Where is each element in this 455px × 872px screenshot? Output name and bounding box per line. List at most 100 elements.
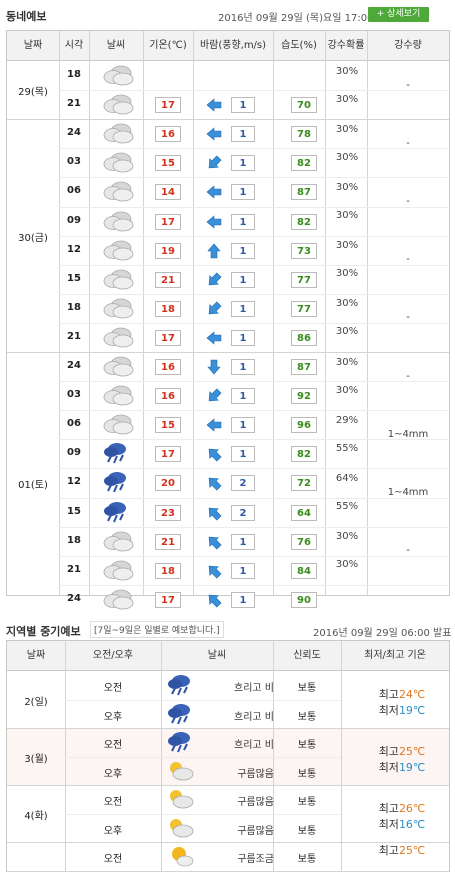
humidity-value: 73 <box>291 242 317 259</box>
high-temp-value: 26℃ <box>398 801 426 815</box>
reliability-cell: 보통 <box>297 768 317 780</box>
detail-button[interactable]: + 상세보기 <box>368 7 429 22</box>
header-3: 기온(℃) <box>143 31 193 61</box>
period-cell: 오후 <box>103 825 123 837</box>
period-cell: 오후 <box>103 768 123 780</box>
humidity-value: 70 <box>291 97 317 114</box>
temperature-value: 23 <box>155 504 181 521</box>
wind-speed-value: 1 <box>231 184 255 201</box>
precip-amount: - <box>406 312 410 324</box>
wind-speed-value: 1 <box>231 329 255 346</box>
low-temp-label: 최저 <box>378 760 399 774</box>
wind-speed-value: 1 <box>231 446 255 463</box>
mid-date-cell: 3(월) <box>24 753 48 765</box>
precip-prob: 30% <box>335 326 359 338</box>
high-temp-label: 최고 <box>378 744 399 758</box>
wind-direction-icon <box>206 446 222 462</box>
wind-direction-icon <box>206 534 222 550</box>
column-divider <box>273 641 274 871</box>
cloudy-icon <box>101 354 135 378</box>
wind-speed-value: 1 <box>231 300 255 317</box>
row-divider <box>59 439 449 441</box>
day-divider <box>7 728 449 729</box>
short-forecast-table: 날짜 시각 날씨 기온(℃) 바람(풍향,m/s) 습도(%) 강수확률 강수량 18 21 17 1… <box>6 30 450 610</box>
wind-speed-value: 1 <box>231 562 255 579</box>
temperature-value: 17 <box>155 446 181 463</box>
low-temp-label: 최저 <box>378 703 399 717</box>
issued-time: 2016년 09월 29일 (목)요일 17:00 발표 <box>218 13 396 24</box>
short-forecast-title: 동네예보 <box>6 10 47 23</box>
temperature-value: 18 <box>155 562 181 579</box>
row-divider <box>59 293 449 295</box>
wind-direction-icon <box>206 592 222 608</box>
humidity-value: 92 <box>291 388 317 405</box>
humidity-value: 78 <box>291 126 317 143</box>
mid-header-1: 오전/오후 <box>65 641 161 671</box>
humidity-value: 84 <box>291 562 317 579</box>
row-divider <box>59 410 449 412</box>
humidity-value: 82 <box>291 446 317 463</box>
time-cell: 24 <box>67 127 81 139</box>
cloudy-icon <box>101 587 135 611</box>
wind-direction-icon <box>206 243 222 259</box>
rain-icon <box>101 470 135 494</box>
reliability-cell: 보통 <box>297 825 317 837</box>
row-divider <box>59 148 449 150</box>
wind-speed-value: 1 <box>231 359 255 375</box>
cloudy-icon <box>101 296 135 320</box>
time-cell: 24 <box>67 360 81 371</box>
min-max-temp: 최고25℃ <box>357 842 447 858</box>
cloudy-icon <box>101 412 135 436</box>
cloudy-icon <box>101 150 135 174</box>
reliability-cell: 보통 <box>297 797 317 808</box>
time-cell: 12 <box>67 243 81 255</box>
header-2: 날씨 <box>89 31 143 61</box>
low-temp-label: 최저 <box>378 817 399 831</box>
wind-direction-icon <box>206 359 222 375</box>
temperature-value: 21 <box>155 271 181 288</box>
row-divider <box>59 584 449 586</box>
day-divider <box>7 785 449 786</box>
rain-icon <box>101 441 135 465</box>
column-divider <box>65 641 66 871</box>
weather-label: 흐리고 비 <box>234 683 274 694</box>
mid-issued-time: 2016년 09월 29일 06:00 발표 <box>313 628 452 639</box>
weather-label: 흐리고 비 <box>234 740 274 751</box>
wind-direction-icon <box>206 97 222 113</box>
wind-speed-value: 1 <box>231 97 255 114</box>
min-max-temp: 최고26℃ 최저16℃ <box>357 800 447 832</box>
row-divider <box>65 699 341 701</box>
header-4: 바람(풍향,m/s) <box>193 31 273 61</box>
period-cell: 오전 <box>103 797 123 808</box>
row-divider <box>59 235 449 237</box>
precip-amount: 1~4mm <box>387 428 429 440</box>
precip-prob: 55% <box>335 442 359 454</box>
temperature-value: 17 <box>155 97 181 114</box>
row-divider <box>59 90 449 92</box>
weather-label: 구름많음 <box>237 797 274 808</box>
temperature-value: 17 <box>155 213 181 230</box>
precip-prob: 30% <box>335 531 359 543</box>
cloudy-icon <box>101 267 135 291</box>
header-7: 강수량 <box>367 31 449 61</box>
precip-amount: - <box>406 137 410 149</box>
column-divider <box>89 31 90 595</box>
precip-prob: 30% <box>335 298 359 310</box>
reliability-cell: 보통 <box>297 711 317 723</box>
date-divider <box>7 352 449 353</box>
wind-direction-icon <box>206 505 222 521</box>
wind-speed-value: 1 <box>231 271 255 288</box>
humidity-value: 87 <box>291 359 317 375</box>
reliability-cell: 보통 <box>297 854 317 865</box>
wind-speed-value: 1 <box>231 126 255 143</box>
sun-cloud-icon <box>165 844 195 868</box>
temperature-value: 15 <box>155 155 181 172</box>
time-cell: 24 <box>67 592 81 604</box>
wind-speed-value: 1 <box>231 213 255 230</box>
low-temp-value: 19℃ <box>398 703 426 717</box>
humidity-value: 82 <box>291 155 317 172</box>
day-divider <box>7 842 449 843</box>
wind-direction-icon <box>206 155 222 171</box>
wind-direction-icon <box>206 417 222 433</box>
wind-direction-icon <box>206 126 222 142</box>
